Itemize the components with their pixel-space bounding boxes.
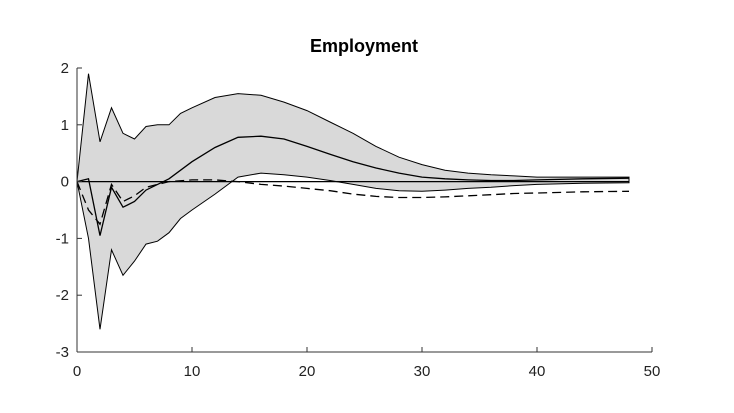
x-tick-label: 20 <box>299 363 316 380</box>
x-tick-label: 50 <box>644 363 661 380</box>
y-tick-label: 2 <box>61 60 69 77</box>
response-line <box>76 135 630 236</box>
y-tick-label: -2 <box>56 287 69 304</box>
chart-title: Employment <box>310 36 418 56</box>
plot-area <box>76 73 630 330</box>
y-tick-label: 1 <box>61 117 69 134</box>
y-tick-label: -3 <box>56 344 69 361</box>
x-tick-label: 0 <box>73 363 81 380</box>
confidence-band <box>76 73 630 330</box>
x-tick-label: 30 <box>414 363 431 380</box>
x-tick-label: 10 <box>184 363 201 380</box>
dashed-response-line <box>76 179 630 226</box>
axes: 0 10 20 30 40 50 -3 -2 -1 0 1 2 <box>56 60 661 380</box>
y-tick-label: 0 <box>61 174 69 191</box>
x-tick-label: 40 <box>529 363 546 380</box>
y-tick-label: -1 <box>56 230 69 247</box>
